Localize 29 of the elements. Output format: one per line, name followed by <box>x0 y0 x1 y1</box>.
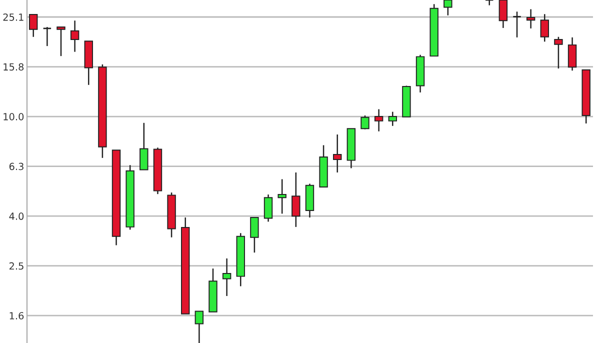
candlestick <box>278 178 286 214</box>
y-tick-label: 15.8 <box>4 63 24 71</box>
candlestick <box>333 134 342 174</box>
candlestick <box>264 194 273 222</box>
candlestick <box>29 14 38 38</box>
candlestick <box>526 8 536 30</box>
candlestick <box>444 0 452 16</box>
candlestick <box>70 20 80 52</box>
candlestick <box>42 26 52 47</box>
candlestick <box>374 108 384 132</box>
candlestick <box>56 26 66 57</box>
y-tick-label: 4.0 <box>9 212 24 220</box>
y-tick-label: 6.3 <box>9 162 24 170</box>
candlestick <box>194 310 204 343</box>
y-tick-label: 2.5 <box>9 262 24 270</box>
candlestick <box>512 11 522 38</box>
candlestick <box>568 36 577 72</box>
candlestick <box>388 111 397 127</box>
y-tick-label: 10.0 <box>4 113 24 120</box>
candlestick <box>140 122 148 170</box>
y-tick-label: 1.6 <box>10 312 24 320</box>
candlestick <box>554 36 563 70</box>
y-tick-label: 25.1 <box>3 13 24 21</box>
candlestick <box>292 172 300 228</box>
candlestick <box>222 258 232 297</box>
candlestick <box>250 216 259 254</box>
candlestick <box>498 0 508 29</box>
candlestick <box>360 114 370 130</box>
candlestick <box>540 13 549 42</box>
